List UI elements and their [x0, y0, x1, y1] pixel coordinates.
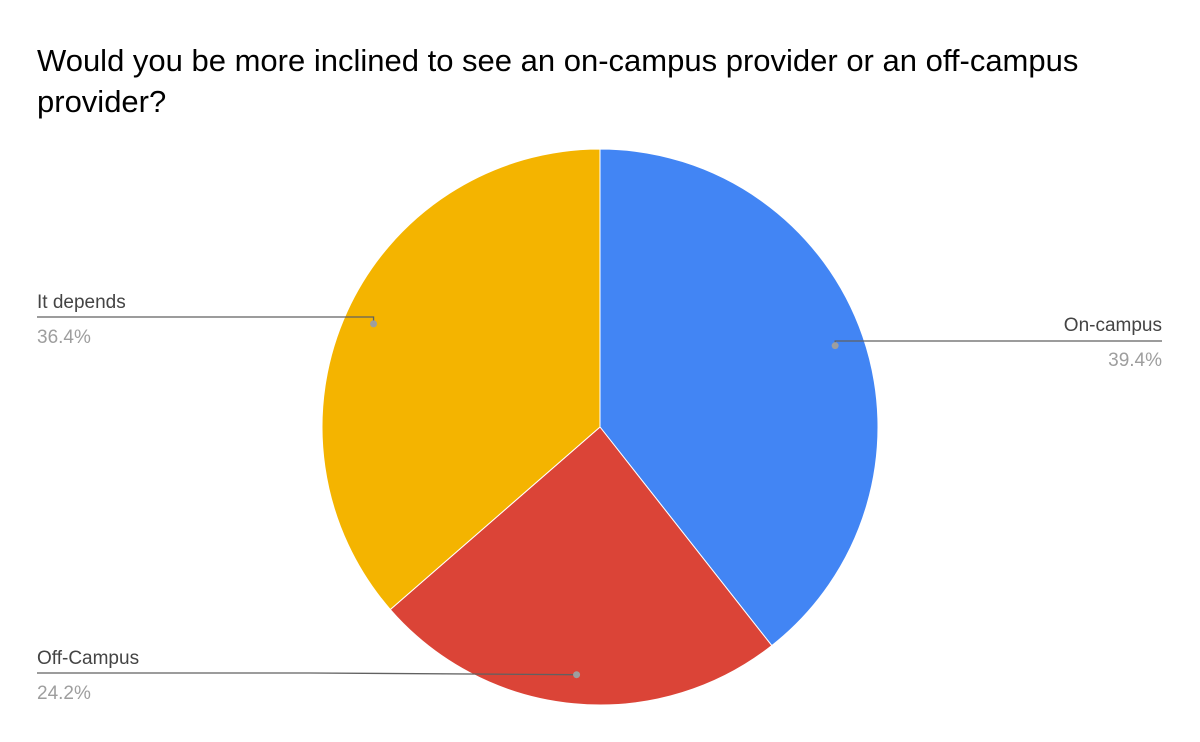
- callout-dot-off-campus: [573, 671, 581, 679]
- callout-dot-on-campus: [831, 342, 839, 350]
- slice-percent-it-depends: 36.4%: [37, 327, 91, 348]
- callout-line-off-campus: [37, 672, 577, 676]
- slice-callouts: On-campus 39.4% Off-Campus 24.2% It depends 3…: [37, 292, 1162, 704]
- pie-slice-it-depends[interactable]: [321, 148, 601, 611]
- callout-line-on-campus: [834, 340, 1162, 346]
- pie-slices: [321, 148, 879, 706]
- slice-label-off-campus: Off-Campus: [37, 648, 139, 669]
- callout-line-it-depends: [37, 316, 375, 324]
- slice-percent-off-campus: 24.2%: [37, 683, 91, 704]
- slice-label-it-depends: It depends: [37, 292, 126, 313]
- callout-dot-it-depends: [370, 320, 378, 328]
- pie-slice-off-campus[interactable]: [389, 426, 773, 706]
- chart-title: Would you be more inclined to see an on-…: [37, 43, 1079, 119]
- pie-slice-on-campus[interactable]: [599, 148, 879, 647]
- slice-percent-on-campus: 39.4%: [1108, 350, 1162, 371]
- slice-label-on-campus: On-campus: [1064, 315, 1162, 336]
